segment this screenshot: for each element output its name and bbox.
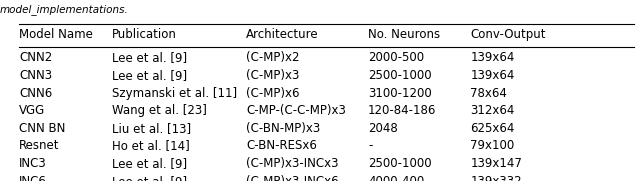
Text: (C-MP)x6: (C-MP)x6: [246, 87, 300, 100]
Text: model_implementations.: model_implementations.: [0, 5, 129, 15]
Text: (C-MP)x3: (C-MP)x3: [246, 69, 300, 82]
Text: 79x100: 79x100: [470, 140, 515, 152]
Text: 3100-1200: 3100-1200: [368, 87, 432, 100]
Text: (C-MP)x3-INCx3: (C-MP)x3-INCx3: [246, 157, 339, 170]
Text: Lee et al. [9]: Lee et al. [9]: [112, 157, 187, 170]
Text: 625x64: 625x64: [470, 122, 515, 135]
Text: CNN BN: CNN BN: [19, 122, 65, 135]
Text: 2000-500: 2000-500: [368, 51, 424, 64]
Text: Model Name: Model Name: [19, 28, 93, 41]
Text: Szymanski et al. [11]: Szymanski et al. [11]: [112, 87, 237, 100]
Text: 120-84-186: 120-84-186: [368, 104, 436, 117]
Text: 139x147: 139x147: [470, 157, 522, 170]
Text: Architecture: Architecture: [246, 28, 319, 41]
Text: Publication: Publication: [112, 28, 177, 41]
Text: Conv-Output: Conv-Output: [470, 28, 546, 41]
Text: Lee et al. [9]: Lee et al. [9]: [112, 51, 187, 64]
Text: 139x64: 139x64: [470, 51, 515, 64]
Text: CNN6: CNN6: [19, 87, 52, 100]
Text: Resnet: Resnet: [19, 140, 60, 152]
Text: Ho et al. [14]: Ho et al. [14]: [112, 140, 189, 152]
Text: 139x332: 139x332: [470, 175, 522, 181]
Text: INC6: INC6: [19, 175, 47, 181]
Text: 2500-1000: 2500-1000: [368, 69, 431, 82]
Text: CNN2: CNN2: [19, 51, 52, 64]
Text: Lee et al. [9]: Lee et al. [9]: [112, 69, 187, 82]
Text: 2500-1000: 2500-1000: [368, 157, 431, 170]
Text: CNN3: CNN3: [19, 69, 52, 82]
Text: 139x64: 139x64: [470, 69, 515, 82]
Text: No. Neurons: No. Neurons: [368, 28, 440, 41]
Text: 4000-400: 4000-400: [368, 175, 424, 181]
Text: C-MP-(C-C-MP)x3: C-MP-(C-C-MP)x3: [246, 104, 346, 117]
Text: 78x64: 78x64: [470, 87, 508, 100]
Text: 312x64: 312x64: [470, 104, 515, 117]
Text: Wang et al. [23]: Wang et al. [23]: [112, 104, 207, 117]
Text: C-BN-RESx6: C-BN-RESx6: [246, 140, 317, 152]
Text: Liu et al. [13]: Liu et al. [13]: [112, 122, 191, 135]
Text: INC3: INC3: [19, 157, 47, 170]
Text: VGG: VGG: [19, 104, 45, 117]
Text: -: -: [368, 140, 372, 152]
Text: (C-MP)x3-INCx6: (C-MP)x3-INCx6: [246, 175, 339, 181]
Text: (C-MP)x2: (C-MP)x2: [246, 51, 300, 64]
Text: 2048: 2048: [368, 122, 397, 135]
Text: (C-BN-MP)x3: (C-BN-MP)x3: [246, 122, 321, 135]
Text: Lee et al. [9]: Lee et al. [9]: [112, 175, 187, 181]
